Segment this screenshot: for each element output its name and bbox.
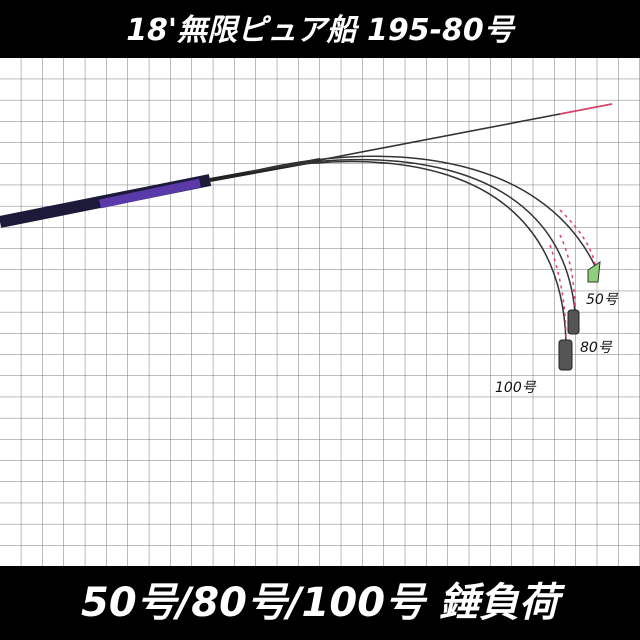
rod xyxy=(0,103,613,343)
footer-text: 50号/80号/100号 錘負荷 xyxy=(81,580,566,626)
footer-bar xyxy=(0,566,640,640)
grid xyxy=(0,58,640,566)
weight-label: 100号 xyxy=(495,380,537,396)
weight-label: 50号 xyxy=(586,292,619,308)
weight-label: 80号 xyxy=(580,340,613,356)
title: 18'無限ピュア船 195-80号 xyxy=(126,13,516,48)
weights xyxy=(558,260,601,371)
header-bar xyxy=(0,0,640,58)
